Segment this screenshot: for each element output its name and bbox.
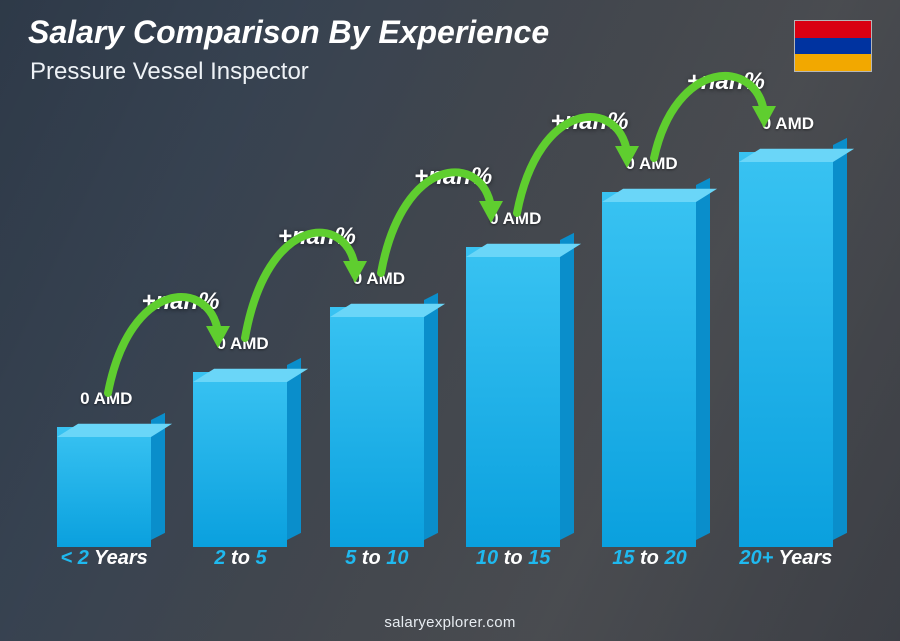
bar-value-label: 0 AMD xyxy=(80,389,132,409)
delta-label: +nan% xyxy=(278,223,356,251)
bar-front-face xyxy=(330,307,424,547)
x-axis-label: 2 to 5 xyxy=(172,547,308,577)
bar-side-face xyxy=(424,293,438,540)
bar-front-face xyxy=(739,152,833,547)
x-axis-label: 20+ Years xyxy=(718,547,854,577)
bars-container: 0 AMD0 AMD+nan%0 AMD+nan%0 AMD+nan%0 AMD… xyxy=(36,100,854,547)
bar-value-label: 0 AMD xyxy=(353,269,405,289)
chart-subtitle: Pressure Vessel Inspector xyxy=(30,58,309,86)
bar-value-label: 0 AMD xyxy=(216,334,268,354)
x-axis-label: < 2 Years xyxy=(36,547,172,577)
bar xyxy=(466,247,560,547)
delta-label: +nan% xyxy=(414,163,492,191)
x-axis-label: 5 to 10 xyxy=(309,547,445,577)
bar-column: 0 AMD+nan% xyxy=(718,100,854,547)
bar-front-face xyxy=(57,427,151,547)
bar-value-label: 0 AMD xyxy=(625,154,677,174)
bar-column: 0 AMD+nan% xyxy=(445,100,581,547)
bar xyxy=(602,192,696,547)
bar-front-face xyxy=(466,247,560,547)
x-axis-label: 15 to 20 xyxy=(581,547,717,577)
bar xyxy=(193,372,287,547)
x-axis-label: 10 to 15 xyxy=(445,547,581,577)
bar-front-face xyxy=(193,372,287,547)
bar-column: 0 AMD+nan% xyxy=(172,100,308,547)
bar-front-face xyxy=(602,192,696,547)
bar-column: 0 AMD+nan% xyxy=(581,100,717,547)
flag-stripe-1 xyxy=(795,21,871,38)
flag-stripe-2 xyxy=(795,38,871,55)
bar xyxy=(739,152,833,547)
bar-chart: 0 AMD0 AMD+nan%0 AMD+nan%0 AMD+nan%0 AMD… xyxy=(36,100,854,577)
bar-value-label: 0 AMD xyxy=(762,114,814,134)
x-labels-container: < 2 Years2 to 55 to 1010 to 1515 to 2020… xyxy=(36,547,854,577)
delta-label: +nan% xyxy=(550,108,628,136)
bar-side-face xyxy=(560,233,574,540)
bar xyxy=(57,427,151,547)
delta-label: +nan% xyxy=(141,288,219,316)
country-flag xyxy=(794,20,872,72)
footer-attribution: salaryexplorer.com xyxy=(0,614,900,631)
bar-side-face xyxy=(833,138,847,540)
chart-title: Salary Comparison By Experience xyxy=(28,14,549,51)
bar-value-label: 0 AMD xyxy=(489,209,541,229)
bar-side-face xyxy=(287,358,301,540)
infographic-stage: Salary Comparison By Experience Pressure… xyxy=(0,0,900,641)
delta-label: +nan% xyxy=(687,68,765,96)
bar xyxy=(330,307,424,547)
bar-side-face xyxy=(696,178,710,540)
flag-stripe-3 xyxy=(795,54,871,71)
bar-column: 0 AMD xyxy=(36,100,172,547)
